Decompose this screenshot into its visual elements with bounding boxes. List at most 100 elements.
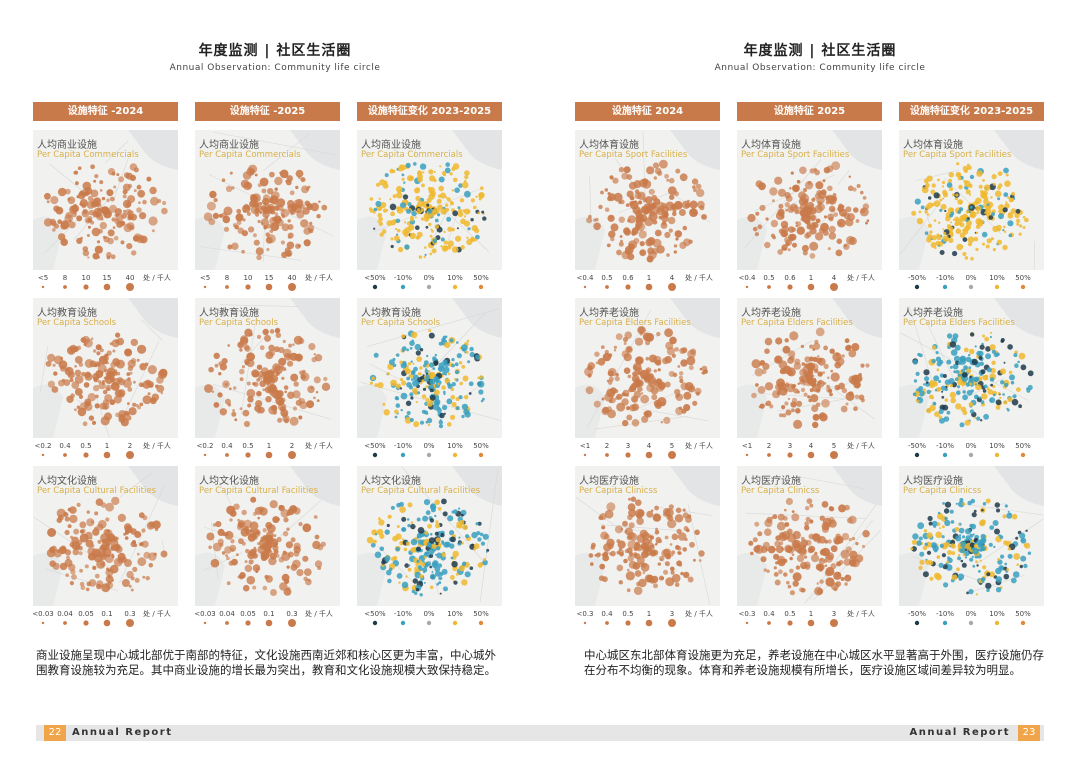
facility-dot (1003, 573, 1010, 580)
facility-dot (748, 540, 754, 546)
facility-dot (791, 540, 800, 549)
facility-dot (102, 207, 107, 212)
facility-dot (626, 174, 633, 180)
facility-dot (417, 208, 421, 212)
facility-dot (85, 587, 90, 592)
facility-dot (983, 384, 988, 389)
map-panel: 人均体育设施 Per Capita Sport Facilities -50% -10… (899, 130, 1044, 290)
facility-dot (983, 184, 991, 191)
facility-dot (939, 250, 945, 255)
facility-dot (411, 371, 416, 376)
facility-dot (1016, 218, 1021, 223)
facility-dot (100, 217, 104, 221)
facility-dot (783, 572, 788, 577)
facility-dot (927, 202, 933, 209)
facility-dot (265, 232, 270, 237)
facility-dot (479, 532, 484, 537)
facility-dot (1002, 514, 1007, 519)
facility-dot (958, 500, 965, 508)
facility-dot (1020, 364, 1027, 371)
facility-dot (927, 223, 932, 228)
facility-dot (46, 200, 50, 204)
legend-label: 8 (63, 274, 67, 282)
facility-dot (825, 201, 829, 205)
facility-dot (795, 408, 801, 414)
facility-dot (683, 526, 689, 531)
facility-dot (246, 381, 251, 386)
facility-dot (848, 375, 857, 384)
facility-dot (452, 550, 459, 558)
facility-dot (1007, 553, 1013, 559)
legend-label: 0.4 (221, 442, 233, 450)
facility-dot (962, 502, 966, 506)
facility-dot (928, 521, 933, 526)
facility-dot (374, 383, 379, 387)
facility-dot (665, 553, 672, 560)
facility-dot (86, 510, 90, 514)
facility-dot (447, 515, 454, 522)
facility-dot (982, 565, 987, 570)
terrain-patch (899, 552, 929, 606)
facility-dot (68, 219, 72, 222)
facility-dot (951, 577, 955, 580)
facility-dot (968, 366, 972, 370)
facility-dot (452, 210, 459, 217)
facility-dot (74, 375, 84, 384)
facility-dot (71, 204, 80, 213)
facility-dot (810, 394, 819, 403)
facility-dot (56, 508, 66, 518)
facility-dot (451, 401, 457, 408)
facility-dot (313, 515, 318, 519)
facility-dot (654, 505, 659, 511)
facility-dot (626, 414, 633, 421)
panel-title: 人均商业设施 (37, 140, 97, 151)
legend-dot (994, 620, 1000, 626)
facility-dot (982, 334, 986, 338)
facility-dot (675, 168, 681, 174)
facility-dot (994, 528, 1000, 535)
facility-dot (423, 499, 431, 506)
facility-dot (395, 547, 400, 552)
facility-dot (429, 553, 434, 558)
facility-dot (122, 183, 131, 192)
facility-dot (66, 555, 70, 560)
facility-dot (115, 359, 125, 369)
facility-dot (264, 334, 271, 342)
facility-dot (242, 218, 246, 222)
facility-dot (455, 235, 462, 242)
facility-dot (962, 229, 969, 235)
facility-dot (1014, 363, 1019, 368)
facility-dot (759, 360, 766, 366)
facility-dot (425, 420, 429, 424)
facility-dot (460, 245, 465, 250)
facility-dot (816, 582, 819, 585)
facility-dot (593, 400, 601, 408)
road-line (240, 337, 265, 364)
facility-dot (410, 360, 413, 363)
facility-dot (217, 392, 223, 398)
panel-legend: <0.2 0.4 0.5 1 2 处 / 千人 (195, 440, 340, 460)
facility-dot (58, 546, 67, 555)
facility-dot (959, 207, 964, 212)
facility-dot (133, 189, 137, 193)
legend-graphic: -50% -10% 0% 10% 50% (908, 442, 1031, 458)
facility-dot (854, 394, 860, 400)
facility-dot (831, 161, 841, 170)
facility-dot (438, 507, 442, 511)
facility-dot (974, 416, 977, 419)
facility-dot (396, 525, 400, 528)
facility-dot (751, 359, 761, 369)
legend-graphic: <0.3 0.4 0.5 1 3 处 / 千人 (739, 609, 875, 627)
facility-dot (113, 235, 119, 241)
facility-dot (618, 200, 622, 204)
facility-dot (405, 575, 408, 578)
facility-dot (924, 542, 928, 546)
legend-dot (605, 453, 609, 457)
facility-dot (959, 201, 963, 205)
road-line (113, 152, 131, 199)
facility-dot (631, 227, 639, 234)
legend-dot (668, 283, 676, 291)
facility-dot (425, 372, 428, 375)
facility-dot (653, 369, 657, 373)
facility-dot (992, 520, 999, 526)
